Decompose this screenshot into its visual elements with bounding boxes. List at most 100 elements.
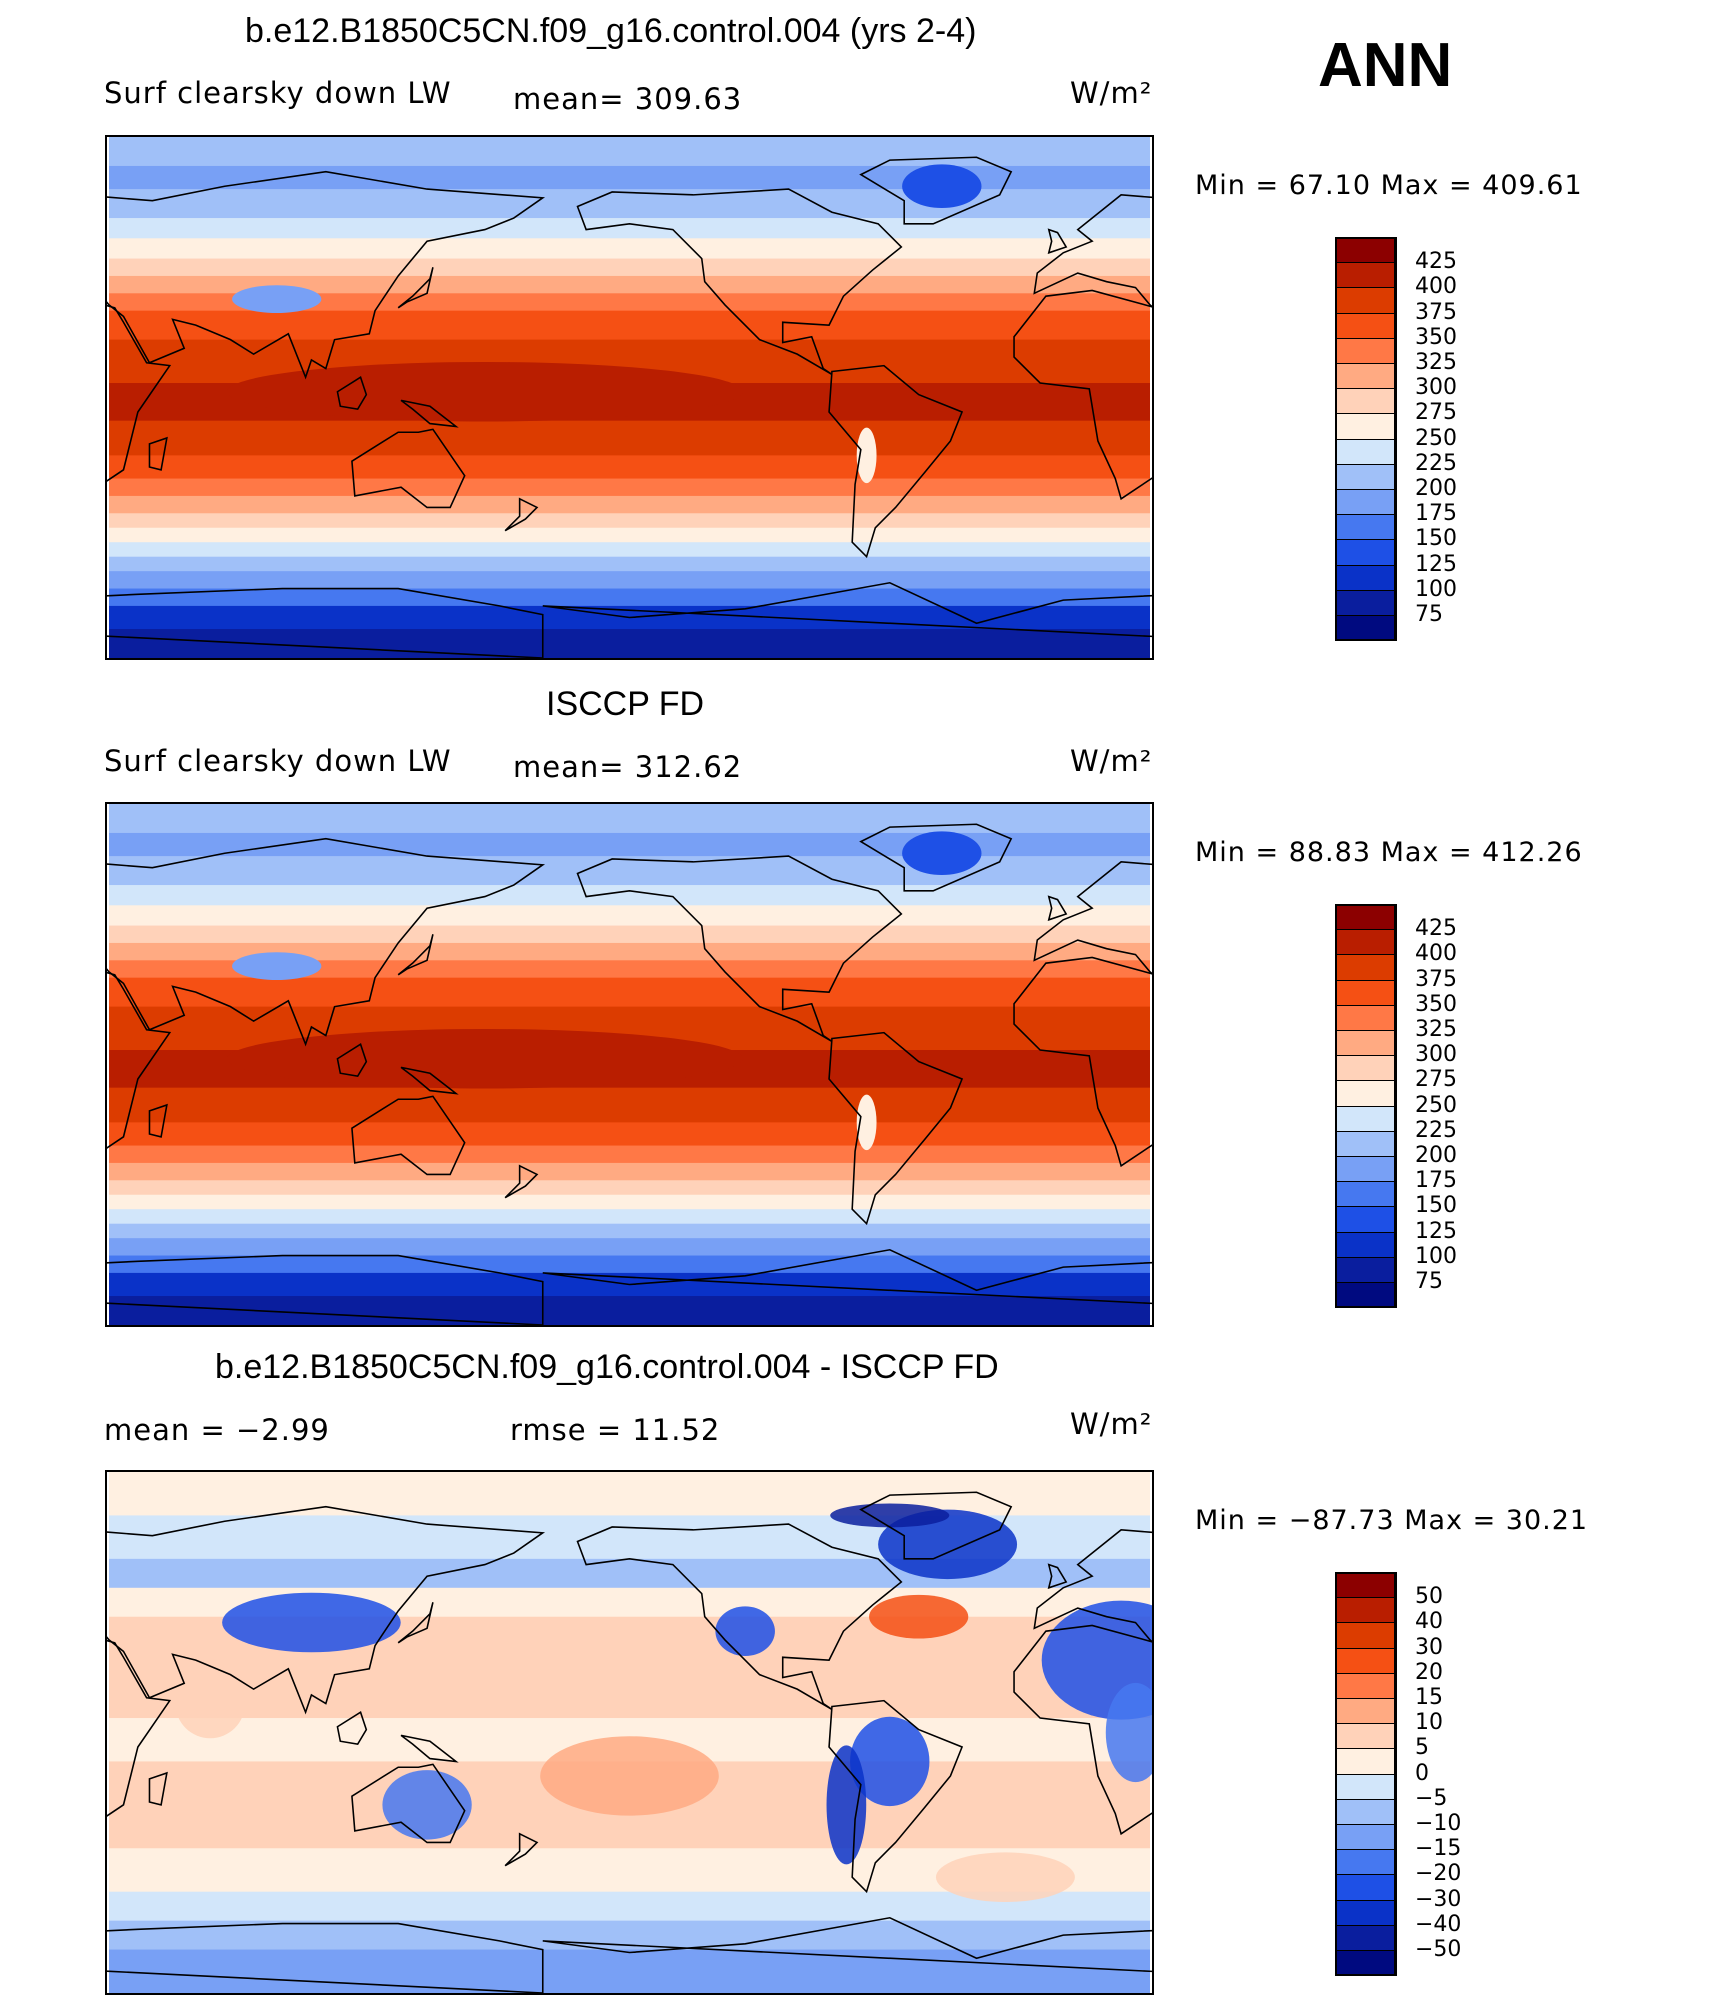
field-band <box>108 218 1151 239</box>
field-band <box>108 1296 1151 1325</box>
field-band <box>108 310 1151 341</box>
anomaly-region <box>1105 1682 1152 1783</box>
coastline-africa <box>107 1639 172 1817</box>
colorbar-label: 425 <box>1415 249 1457 275</box>
colorbar-label: 75 <box>1415 1269 1443 1294</box>
coastline-africa <box>1013 289 1152 501</box>
field-band <box>108 165 1151 190</box>
coastline-borneo <box>336 1043 368 1077</box>
coastline-antarctica <box>107 1922 544 1993</box>
coastline-south-america <box>828 1031 964 1226</box>
coastline-eurasia <box>107 1505 546 1715</box>
colorbar-label: 175 <box>1415 501 1457 527</box>
colorbar-label: 400 <box>1415 274 1457 300</box>
anomaly-region <box>222 1592 401 1653</box>
warm-pool-region <box>226 1028 743 1089</box>
coastline-japan <box>397 1602 434 1644</box>
field-band <box>108 293 1151 312</box>
field-band <box>108 804 1151 834</box>
colorbar-label: 275 <box>1415 1067 1457 1093</box>
panel-1-map-svg <box>107 137 1152 658</box>
field-band <box>108 1180 1151 1196</box>
coastline-africa <box>1013 956 1152 1168</box>
colorbar-swatch <box>1335 954 1395 981</box>
greenland-cold-region <box>902 831 982 876</box>
colorbar-swatch <box>1335 337 1395 364</box>
panel-3-map-svg <box>107 1472 1152 1993</box>
field-band <box>108 1255 1151 1274</box>
coastline-antarctica <box>542 1916 1152 1973</box>
colorbar-label: 100 <box>1415 576 1457 602</box>
colorbar-swatch <box>1335 262 1395 289</box>
field-band <box>108 1194 1151 1210</box>
coastline-south-america <box>828 364 964 559</box>
panel-1-mean-label: mean= 309.63 <box>513 82 743 116</box>
colorbar-swatch <box>1335 1924 1395 1951</box>
coastline-australia <box>351 428 466 509</box>
colorbar-swatch <box>1335 1798 1395 1825</box>
field-band <box>108 629 1151 658</box>
colorbar-swatch <box>1335 1256 1395 1283</box>
field-band <box>108 1238 1151 1257</box>
coastline-uk <box>1047 1563 1068 1590</box>
anomaly-region <box>540 1736 719 1816</box>
colorbar-label: 350 <box>1415 991 1457 1017</box>
coastline-australia <box>351 1763 466 1844</box>
colorbar-swatch <box>1335 539 1395 566</box>
field-band <box>108 1674 1151 1719</box>
coastline-japan <box>397 267 434 309</box>
panel-1-map <box>105 135 1154 660</box>
coastline-africa <box>107 971 172 1149</box>
colorbar-swatch <box>1335 438 1395 465</box>
field-band <box>108 1209 1151 1225</box>
colorbar-label: 40 <box>1415 1609 1443 1635</box>
colorbar-label: −15 <box>1415 1836 1462 1862</box>
anomaly-region <box>175 1668 245 1739</box>
colorbar-label: 375 <box>1415 299 1457 325</box>
field-band <box>108 478 1151 497</box>
colorbar-label: 30 <box>1415 1634 1443 1660</box>
colorbar-swatch <box>1335 1672 1395 1699</box>
greenland-cold-region <box>902 164 982 209</box>
field-band <box>108 137 1151 167</box>
colorbar-swatch <box>1335 1597 1395 1624</box>
colorbar-label: 175 <box>1415 1168 1457 1194</box>
colorbar-swatch <box>1335 312 1395 339</box>
colorbar-swatch <box>1335 1055 1395 1082</box>
coastline-eurasia <box>107 170 546 380</box>
coastline-japan <box>397 934 434 976</box>
field-band <box>108 571 1151 590</box>
colorbar-label: 300 <box>1415 375 1457 401</box>
coastline-greenland <box>859 1491 1013 1560</box>
field-band <box>108 942 1151 961</box>
coastline-madagascar <box>148 1771 168 1806</box>
colorbar-label: −10 <box>1415 1811 1462 1836</box>
colorbar-label: 20 <box>1415 1659 1443 1685</box>
coastline-australia <box>351 1095 466 1176</box>
colorbar-label: 275 <box>1415 400 1457 426</box>
colorbar-swatch <box>1335 1130 1395 1157</box>
colorbar-label: 250 <box>1415 425 1457 451</box>
field-band <box>108 420 1151 456</box>
colorbar-label: 150 <box>1415 526 1457 552</box>
field-band <box>108 556 1151 572</box>
coastline-greenland <box>859 823 1013 892</box>
field-band <box>108 542 1151 558</box>
colorbar-swatch <box>1335 1773 1395 1800</box>
panel-2-map-svg <box>107 804 1152 1325</box>
coastline-south-america <box>828 1699 964 1894</box>
colorbar-label: 0 <box>1415 1760 1429 1786</box>
anomaly-region <box>850 1716 930 1807</box>
colorbar-label: 425 <box>1415 916 1457 942</box>
field-band <box>108 1162 1151 1181</box>
coastline-uk <box>1047 228 1068 255</box>
anomaly-region <box>830 1503 950 1528</box>
panel-2-variable-label: Surf clearsky down LW <box>104 744 452 778</box>
colorbar-swatch <box>1335 463 1395 490</box>
colorbar-label: 10 <box>1415 1710 1443 1736</box>
colorbar-label: 125 <box>1415 1218 1457 1244</box>
colorbar-label: −5 <box>1415 1785 1448 1811</box>
colorbar-swatch <box>1335 1080 1395 1107</box>
warm-pool-region <box>226 361 743 422</box>
colorbar-swatch <box>1335 514 1395 541</box>
